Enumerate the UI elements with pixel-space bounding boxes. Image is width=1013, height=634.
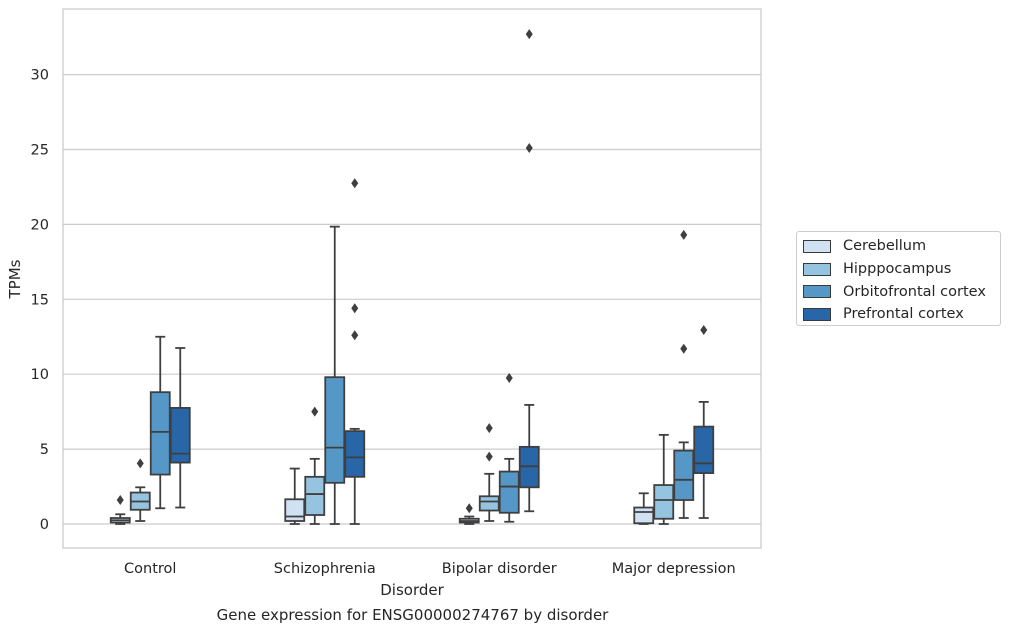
box-iqr <box>149 391 171 476</box>
outlier-point <box>116 495 124 506</box>
outlier-point <box>485 451 493 462</box>
outlier-point <box>505 372 513 383</box>
x-tick-label: Bipolar disorder <box>442 561 557 577</box>
box-iqr <box>633 506 655 525</box>
outlier-point <box>351 178 359 189</box>
outlier-point <box>465 503 473 514</box>
x-axis-label: Disorder <box>380 581 444 599</box>
box-iqr <box>478 495 500 512</box>
outlier-point <box>485 423 493 434</box>
legend-item: Prefrontal cortex <box>803 303 1000 326</box>
outlier-point <box>680 343 688 354</box>
box-hipppocampus <box>478 423 500 522</box>
box-iqr <box>344 430 366 478</box>
box-iqr <box>304 475 326 516</box>
outlier-point <box>680 229 688 240</box>
legend-label: Cerebellum <box>843 238 927 255</box>
box-cerebellum <box>284 467 306 525</box>
legend-item: Orbitofrontal cortex <box>803 280 1000 303</box>
box-prefrontal-cortex <box>693 325 715 519</box>
box-iqr <box>498 470 520 514</box>
box-orbitofrontal-cortex <box>149 335 171 510</box>
box-iqr <box>284 498 306 522</box>
box-iqr <box>169 407 191 464</box>
box-orbitofrontal-cortex <box>498 372 520 523</box>
legend: Cerebellum Hipppocampus Orbitofrontal cort… <box>796 231 1001 326</box>
chart-caption: Gene expression for ENSG00000274767 by d… <box>216 606 609 624</box>
boxes <box>109 29 715 525</box>
legend-item: Cerebellum <box>803 235 1000 258</box>
box-cerebellum <box>633 492 655 525</box>
box-iqr <box>324 376 346 484</box>
outlier-point <box>351 303 359 314</box>
x-tick-label: Schizophrenia <box>274 561 376 577</box>
y-tick-label: 5 <box>40 442 49 458</box>
legend-item: Hipppocampus <box>803 258 1000 281</box>
box-iqr <box>673 449 695 501</box>
outlier-point <box>311 406 319 417</box>
y-tick-label: 25 <box>31 143 49 159</box>
legend-label: Hipppocampus <box>843 261 952 278</box>
legend-swatch <box>803 285 831 299</box>
legend-swatch <box>803 239 831 253</box>
plot-frame <box>62 8 762 549</box>
y-tick-label: 0 <box>40 517 49 533</box>
box-hipppocampus <box>304 406 326 525</box>
outlier-point <box>700 325 708 336</box>
box-iqr <box>693 425 715 474</box>
legend-label: Prefrontal cortex <box>843 306 964 323</box>
box-cerebellum <box>458 503 480 525</box>
legend-label: Orbitofrontal cortex <box>843 283 986 300</box>
legend-swatch <box>803 307 831 321</box>
y-tick-label: 30 <box>31 68 49 84</box>
box-hipppocampus <box>653 433 675 525</box>
box-prefrontal-cortex <box>169 347 191 509</box>
y-tick-label: 15 <box>31 292 49 308</box>
box-prefrontal-cortex <box>344 178 366 525</box>
outlier-point <box>525 29 533 40</box>
box-hipppocampus <box>129 458 151 522</box>
outlier-point <box>525 143 533 154</box>
y-tick-label: 10 <box>31 367 49 383</box>
box-orbitofrontal-cortex <box>324 225 346 525</box>
y-axis-label: TPMs <box>6 259 24 299</box>
y-tick-label: 20 <box>31 217 49 233</box>
box-prefrontal-cortex <box>518 29 540 513</box>
outlier-point <box>351 330 359 341</box>
outlier-point <box>136 458 144 469</box>
axis-ticks: 0 5 10 15 20 25 30 Control Schizophrenia Bipolar … <box>31 68 736 577</box>
box-iqr <box>653 484 675 520</box>
x-tick-label: Control <box>124 561 176 577</box>
x-tick-label: Major depression <box>612 561 736 577</box>
box-orbitofrontal-cortex <box>673 229 695 519</box>
legend-swatch <box>803 262 831 276</box>
box-cerebellum <box>109 495 131 525</box>
